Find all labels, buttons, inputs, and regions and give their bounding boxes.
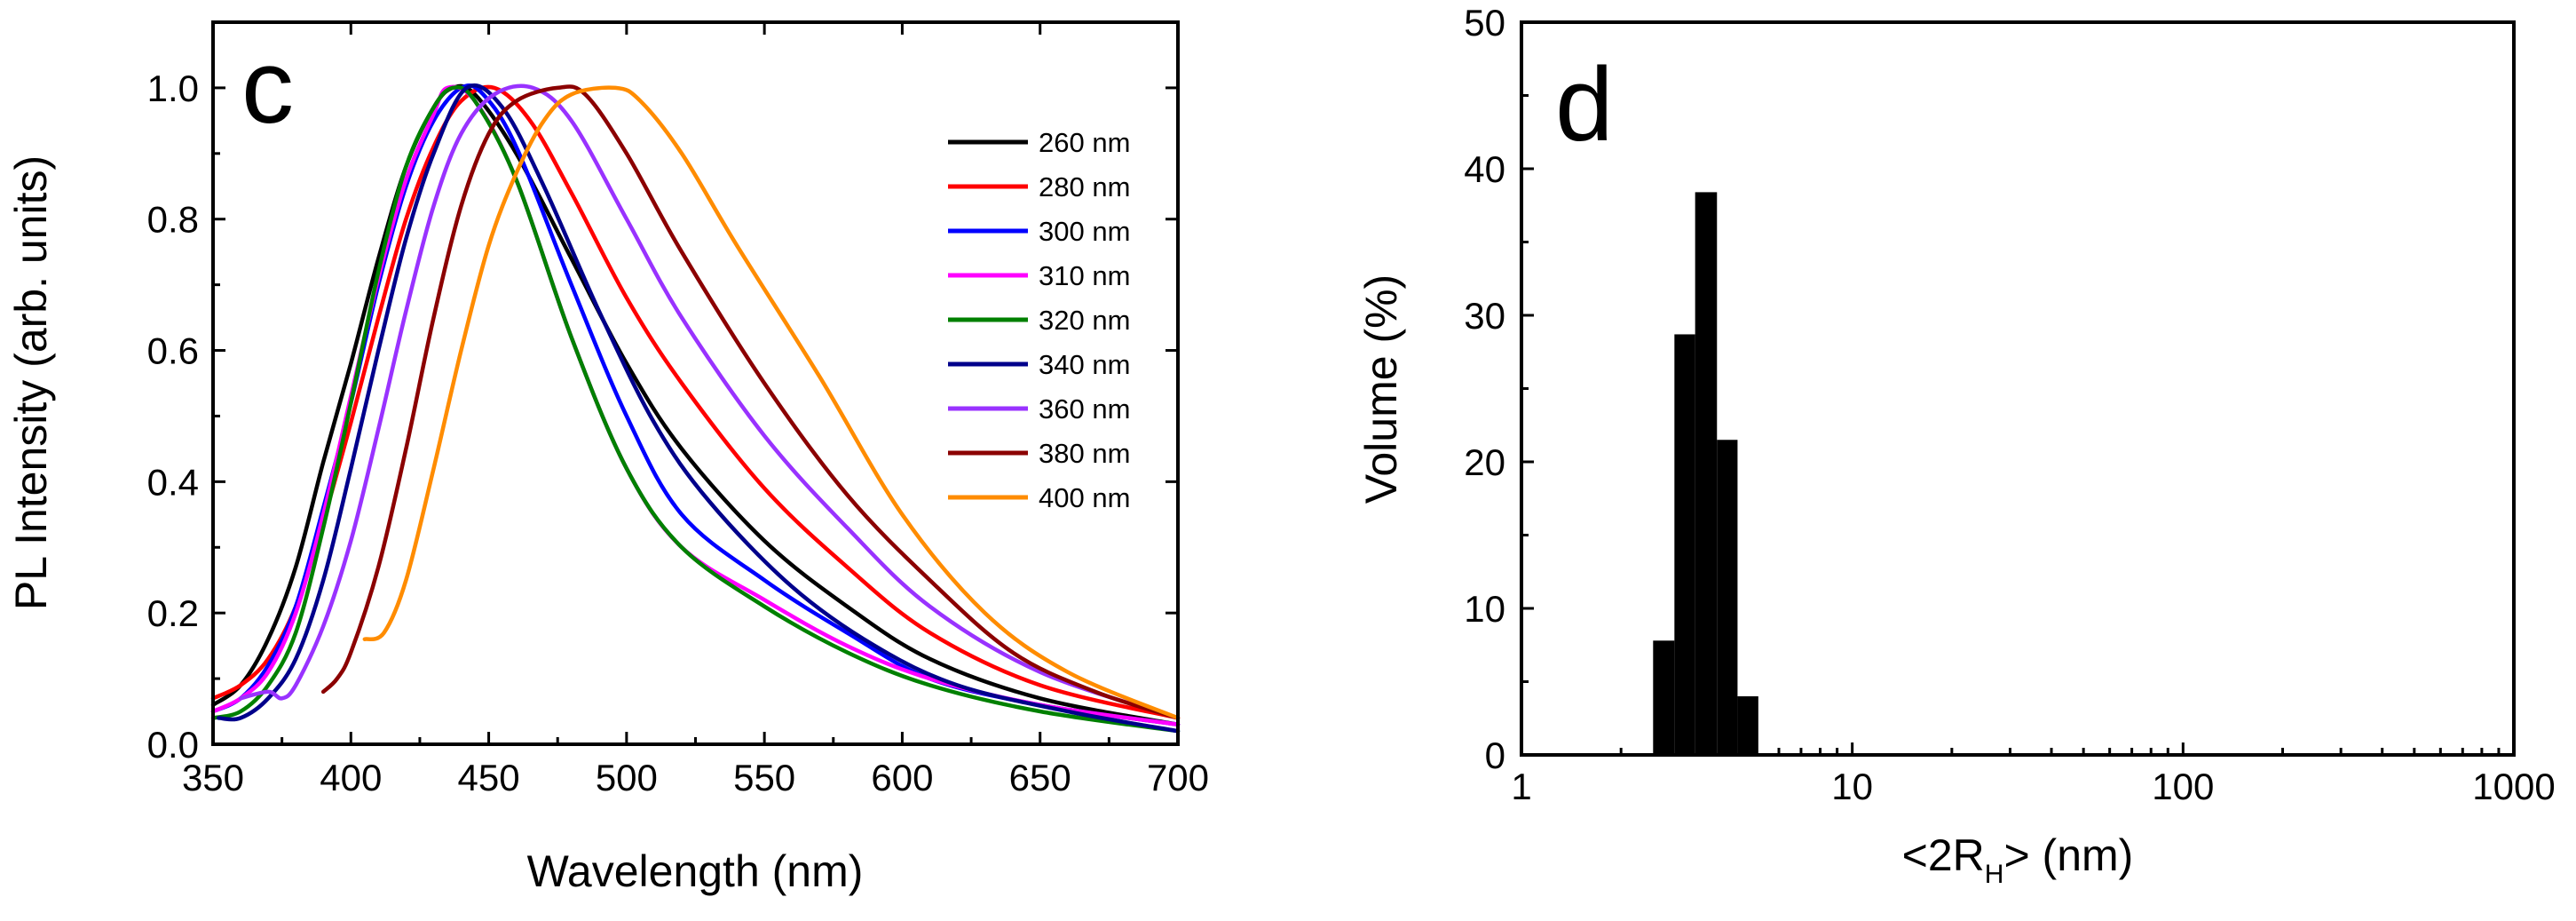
legend-label: 310 nm	[1039, 260, 1130, 291]
legend-entry: 300 nm	[948, 216, 1130, 247]
x-tick-label: 450	[458, 757, 520, 798]
series-line-340-nm	[216, 83, 1181, 734]
legend-entry: 260 nm	[948, 127, 1130, 158]
x-tick-label: 400	[320, 757, 382, 798]
panel-d-bars	[1653, 192, 1758, 755]
panel-c-label: c	[241, 28, 294, 146]
panel-d-y-tick-labels: 0 10 20 30 40 50	[1464, 2, 1505, 776]
x-tick-label: 10	[1831, 766, 1873, 807]
panel-c-chart: c 350 400 450 500 550 600 650 700 0.0 0.…	[6, 20, 1209, 896]
legend-entry: 360 nm	[948, 393, 1130, 425]
y-tick-label: 0.4	[147, 461, 199, 503]
y-tick-label: 1.0	[147, 67, 199, 109]
y-tick-label: 0.6	[147, 330, 199, 372]
x-tick-label: 700	[1147, 757, 1209, 798]
histogram-bar	[1653, 640, 1675, 755]
histogram-bar	[1695, 192, 1718, 755]
legend-entry: 380 nm	[948, 438, 1130, 469]
panel-c-y-axis-title: PL Intensity (arb. units)	[6, 155, 56, 610]
legend-entry: 310 nm	[948, 260, 1130, 291]
x-axis-title-subscript: H	[1985, 860, 2004, 889]
panel-d-y-axis-title: Volume (%)	[1356, 274, 1406, 504]
x-tick-label: 600	[871, 757, 933, 798]
y-tick-label: 20	[1464, 441, 1505, 483]
x-axis-title-main: <2R	[1902, 830, 1985, 880]
y-tick-label: 50	[1464, 2, 1505, 44]
y-tick-label: 0.2	[147, 592, 199, 634]
legend-label: 280 nm	[1039, 171, 1130, 202]
legend-label: 320 nm	[1039, 305, 1130, 336]
legend-label: 300 nm	[1039, 216, 1130, 247]
panel-c-x-tick-labels: 350 400 450 500 550 600 650 700	[182, 757, 1209, 798]
legend-label: 260 nm	[1039, 127, 1130, 158]
panel-c-series-lines	[210, 83, 1181, 734]
series-line-260-nm	[210, 83, 1181, 727]
x-axis-title-tail: > (nm)	[2003, 830, 2133, 880]
y-tick-label: 0.0	[147, 724, 199, 766]
x-tick-label: 500	[596, 757, 658, 798]
series-line-380-nm	[320, 84, 1181, 720]
y-tick-label: 0	[1485, 734, 1505, 776]
series-line-280-nm	[210, 84, 1181, 720]
series-line-320-nm	[210, 85, 1181, 734]
legend-label: 340 nm	[1039, 349, 1130, 380]
legend-label: 360 nm	[1039, 393, 1130, 425]
x-tick-label: 100	[2152, 766, 2214, 807]
legend-entry: 340 nm	[948, 349, 1130, 380]
x-tick-label: 650	[1009, 757, 1071, 798]
series-line-360-nm	[238, 83, 1181, 720]
y-tick-label: 0.8	[147, 199, 199, 241]
panel-d-x-tick-labels: 1 10 100 1000	[1511, 766, 2555, 807]
x-tick-label: 550	[733, 757, 795, 798]
legend-entry: 320 nm	[948, 305, 1130, 336]
panel-d-x-axis-title: <2RH> (nm)	[1902, 830, 2134, 889]
panel-d-chart: d 1 10 100 1000 0 10 20 30 40 50 <2RH> (…	[1356, 2, 2556, 889]
panel-c-legend: 260 nm 280 nm 300 nm 310 nm 320 nm 340 n…	[948, 127, 1130, 513]
legend-entry: 400 nm	[948, 482, 1130, 513]
panel-c-frame	[211, 20, 1180, 746]
histogram-bar	[1717, 440, 1738, 755]
y-tick-label: 40	[1464, 148, 1505, 190]
legend-label: 400 nm	[1039, 482, 1130, 513]
panel-d-label: d	[1555, 46, 1614, 163]
panel-c-x-axis-title: Wavelength (nm)	[527, 846, 864, 896]
legend-entry: 280 nm	[948, 171, 1130, 202]
panel-c-y-tick-labels: 0.0 0.2 0.4 0.6 0.8 1.0	[147, 67, 199, 766]
y-tick-label: 10	[1464, 588, 1505, 630]
series-line-400-nm	[362, 85, 1181, 720]
histogram-bar	[1674, 334, 1695, 755]
y-tick-label: 30	[1464, 295, 1505, 337]
panel-d-frame	[1520, 20, 2516, 757]
x-tick-label: 1000	[2472, 766, 2555, 807]
x-tick-label: 1	[1511, 766, 1531, 807]
histogram-bar	[1737, 696, 1758, 755]
x-tick-label: 350	[182, 757, 244, 798]
legend-label: 380 nm	[1039, 438, 1130, 469]
